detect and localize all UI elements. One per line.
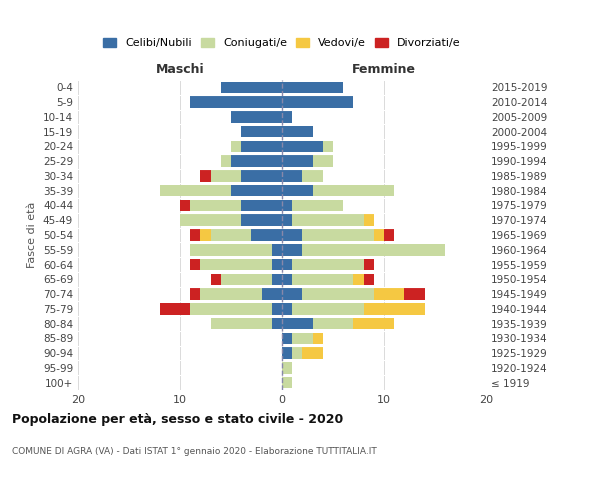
Bar xyxy=(292,214,364,226)
Bar xyxy=(211,318,272,330)
Bar xyxy=(251,229,282,241)
Bar xyxy=(231,156,282,167)
Bar xyxy=(241,126,282,138)
Bar xyxy=(282,318,313,330)
Bar xyxy=(292,332,313,344)
Bar xyxy=(282,348,292,359)
Bar xyxy=(282,140,323,152)
Bar xyxy=(353,274,364,285)
Bar xyxy=(282,156,313,167)
Bar xyxy=(282,214,292,226)
Bar xyxy=(180,200,190,211)
Bar xyxy=(200,170,211,181)
Legend: Celibi/Nubili, Coniugati/e, Vedovi/e, Divorziati/e: Celibi/Nubili, Coniugati/e, Vedovi/e, Di… xyxy=(103,38,461,48)
Bar xyxy=(231,111,282,122)
Bar xyxy=(180,214,241,226)
Text: Maschi: Maschi xyxy=(155,62,205,76)
Bar xyxy=(160,185,231,196)
Bar xyxy=(221,156,231,167)
Bar xyxy=(302,288,374,300)
Bar xyxy=(231,140,241,152)
Bar xyxy=(282,362,292,374)
Bar xyxy=(282,303,292,314)
Bar xyxy=(190,244,272,256)
Bar xyxy=(292,348,302,359)
Bar xyxy=(241,200,282,211)
Bar xyxy=(200,229,211,241)
Bar xyxy=(272,274,282,285)
Bar xyxy=(313,185,394,196)
Bar xyxy=(272,303,282,314)
Y-axis label: Fasce di età: Fasce di età xyxy=(28,202,37,268)
Bar xyxy=(221,82,282,93)
Bar xyxy=(200,259,272,270)
Bar xyxy=(282,332,292,344)
Bar xyxy=(364,274,374,285)
Bar xyxy=(211,170,241,181)
Bar xyxy=(241,214,282,226)
Bar xyxy=(292,200,343,211)
Bar xyxy=(282,126,313,138)
Bar xyxy=(190,200,241,211)
Bar xyxy=(292,274,353,285)
Bar xyxy=(302,348,323,359)
Bar xyxy=(241,170,282,181)
Bar xyxy=(313,318,353,330)
Bar xyxy=(211,229,251,241)
Bar xyxy=(190,288,200,300)
Bar xyxy=(211,274,221,285)
Bar xyxy=(282,96,353,108)
Text: Popolazione per età, sesso e stato civile - 2020: Popolazione per età, sesso e stato civil… xyxy=(12,412,343,426)
Bar xyxy=(272,318,282,330)
Bar xyxy=(272,259,282,270)
Bar xyxy=(190,259,200,270)
Bar xyxy=(404,288,425,300)
Bar xyxy=(374,288,404,300)
Bar xyxy=(282,185,313,196)
Bar xyxy=(313,332,323,344)
Bar xyxy=(384,229,394,241)
Bar xyxy=(364,214,374,226)
Bar xyxy=(262,288,282,300)
Bar xyxy=(160,303,190,314)
Bar xyxy=(221,274,272,285)
Bar xyxy=(282,200,292,211)
Bar xyxy=(364,259,374,270)
Bar xyxy=(282,82,343,93)
Bar xyxy=(241,140,282,152)
Bar xyxy=(282,244,302,256)
Bar xyxy=(292,259,364,270)
Bar xyxy=(364,303,425,314)
Bar xyxy=(190,303,272,314)
Bar xyxy=(302,170,323,181)
Bar xyxy=(302,244,445,256)
Bar xyxy=(190,229,200,241)
Bar xyxy=(282,288,302,300)
Bar xyxy=(282,274,292,285)
Bar xyxy=(292,303,364,314)
Bar xyxy=(190,96,282,108)
Bar xyxy=(231,185,282,196)
Bar xyxy=(323,140,333,152)
Bar xyxy=(282,229,302,241)
Bar xyxy=(313,156,333,167)
Bar xyxy=(200,288,262,300)
Bar xyxy=(374,229,384,241)
Bar xyxy=(282,111,292,122)
Bar xyxy=(282,259,292,270)
Text: COMUNE DI AGRA (VA) - Dati ISTAT 1° gennaio 2020 - Elaborazione TUTTITALIA.IT: COMUNE DI AGRA (VA) - Dati ISTAT 1° genn… xyxy=(12,448,377,456)
Bar xyxy=(272,244,282,256)
Bar xyxy=(282,170,302,181)
Bar xyxy=(353,318,394,330)
Text: Femmine: Femmine xyxy=(352,62,416,76)
Bar xyxy=(302,229,374,241)
Bar xyxy=(282,377,292,388)
